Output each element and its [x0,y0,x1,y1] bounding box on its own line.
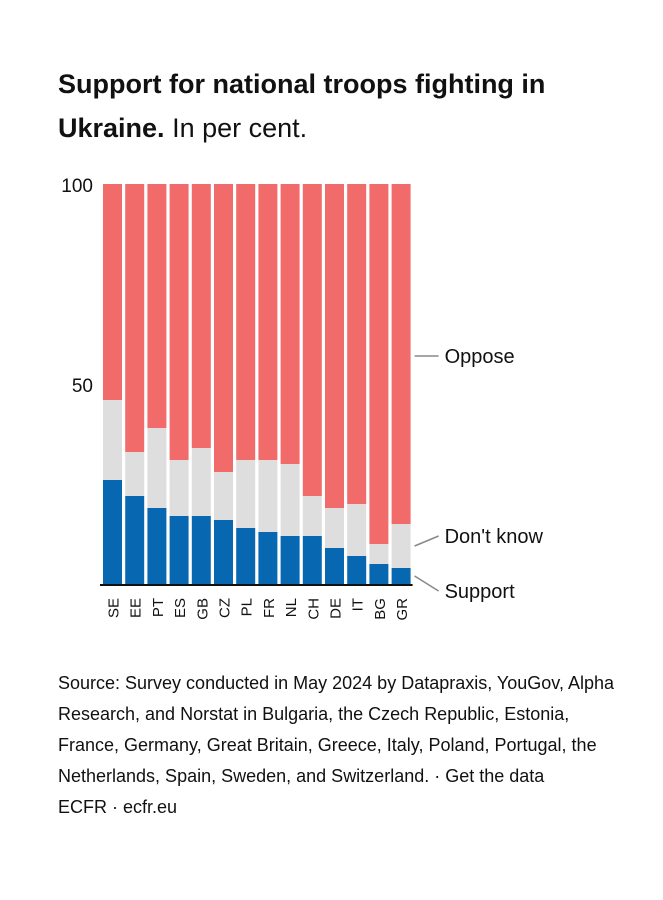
bar-don-t-know-NL [280,464,300,536]
x-tick-label: ES [172,598,189,618]
bar-don-t-know-FR [258,460,278,532]
bar-oppose-CH [302,184,322,496]
x-tick-label: CH [305,598,322,620]
bar-oppose-FR [258,184,278,460]
bar-oppose-SE [103,184,122,400]
bar-support-DE [325,548,344,584]
y-tick-label: 100 [61,176,93,197]
credit: ECFR · ecfr.eu [58,797,178,817]
bar-support-IT [347,556,367,584]
source-note: Source: Survey conducted in May 2024 by … [58,673,615,786]
stacked-bar-chart: SE EE PT ES GB CZ PL FR NL CH DE IT BG GR 100 50 Oppose D… [61,176,544,621]
x-tick-label: SE [106,598,123,618]
bar-don-t-know-BG [369,544,389,564]
bar-don-t-know-GR [391,524,411,568]
footer: Source: Survey conducted in May 2024 by … [58,668,618,823]
x-tick-label: GB [194,598,211,620]
bar-don-t-know-DE [325,508,344,548]
bar-don-t-know-PT [147,428,167,508]
bar-oppose-PT [147,184,167,428]
bar-oppose-ES [169,184,189,460]
bar-support-CZ [214,520,233,584]
series-label-oppose: Oppose [445,346,515,368]
bar-oppose-CZ [214,184,233,472]
bar-oppose-IT [347,184,367,504]
bar-don-t-know-GB [191,448,211,516]
label-leader-don-t-know [414,535,439,547]
bar-support-SE [103,480,122,584]
bar-support-CH [302,536,322,584]
bar-support-PT [147,508,167,584]
bar-support-NL [280,536,300,584]
bar-don-t-know-PL [236,460,256,528]
bar-oppose-EE [125,184,145,452]
x-tick-label: IT [350,598,367,611]
bar-support-PL [236,528,256,584]
bar-don-t-know-CZ [214,472,233,520]
bar-don-t-know-ES [169,460,189,516]
bar-oppose-GB [191,184,211,448]
x-tick-label: FR [261,598,278,618]
x-tick-label: NL [283,598,300,617]
x-tick-label: DE [328,598,345,619]
bar-support-BG [369,564,389,584]
bar-support-FR [258,532,278,584]
bar-oppose-BG [369,184,389,544]
bar-oppose-DE [325,184,344,508]
bar-support-GR [391,568,411,584]
y-tick-label: 50 [72,376,93,397]
bar-don-t-know-IT [347,504,367,556]
bar-oppose-GR [391,184,411,524]
x-tick-label: GR [394,598,411,621]
x-tick-label: PL [239,598,256,616]
bar-support-GB [191,516,211,584]
bar-don-t-know-CH [302,496,322,536]
bar-don-t-know-EE [125,452,145,496]
title-bold: Support for national troops fighting in … [58,69,546,143]
bar-oppose-NL [280,184,300,464]
bar-support-ES [169,516,189,584]
label-leader-support [414,575,439,592]
x-tick-label: BG [372,598,389,620]
series-label-support: Support [445,581,515,603]
chart-title: Support for national troops fighting in … [58,62,638,150]
title-subtitle: In per cent. [164,113,308,143]
x-tick-label: CZ [217,598,234,618]
bar-oppose-PL [236,184,256,460]
series-label-don-t-know: Don't know [445,526,544,548]
bar-support-EE [125,496,145,584]
bar-don-t-know-SE [103,400,122,480]
x-tick-label: EE [128,598,145,618]
x-tick-label: PT [150,598,167,617]
